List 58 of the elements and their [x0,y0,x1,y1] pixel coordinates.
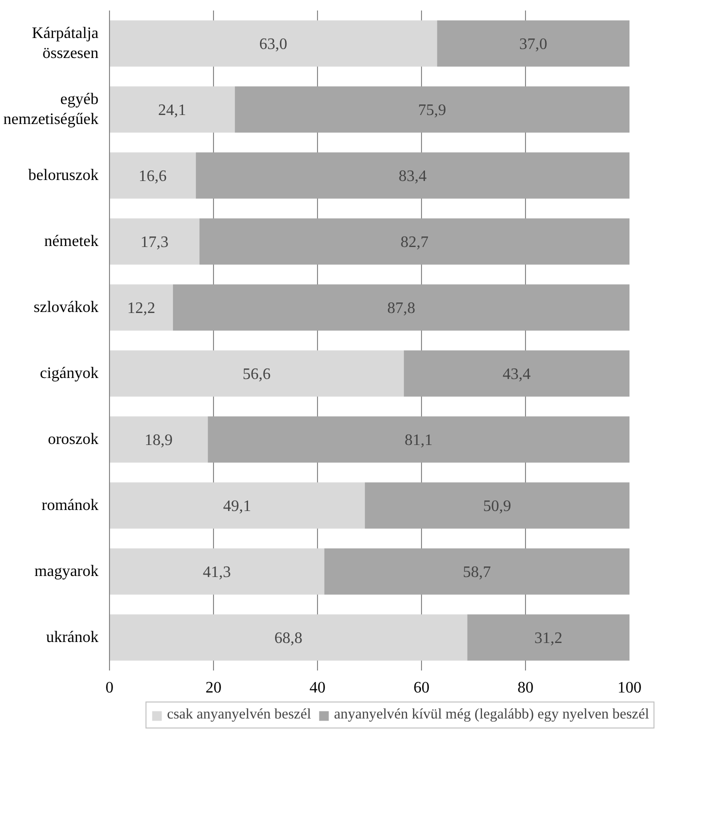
x-tick-label: 60 [414,680,430,696]
y-tick-label: románok [42,497,98,514]
bar [208,416,630,463]
data-label: 83,4 [398,168,427,185]
bar [234,86,630,133]
data-label: 18,9 [144,432,173,449]
data-label: 16,6 [138,168,167,185]
bar [110,20,438,67]
data-label: 56,6 [242,366,271,383]
bar [437,20,630,67]
x-tick-label: 100 [618,680,642,696]
x-tick-label: 40 [310,680,326,696]
bar [467,614,630,661]
bar [110,350,404,397]
bar [110,416,208,463]
data-label: 81,1 [404,432,433,449]
data-label: 24,1 [158,102,186,119]
data-label: 75,9 [418,102,446,119]
data-label: 31,2 [534,630,562,647]
bar [196,152,630,199]
y-tick-label: beloruszok [28,167,98,184]
x-tick-label: 0 [106,680,114,696]
y-tick-label: ukránok [46,629,99,646]
bar [172,284,630,331]
y-tick-label: németek [44,233,99,250]
bar [364,482,630,529]
legend-label: anyanyelvén kívül még (legalább) egy nyelven beszél [334,706,650,724]
bar [404,350,630,397]
data-label: 41,3 [202,564,231,581]
x-tick-label: 80 [518,680,534,696]
bar [324,548,630,595]
data-label: 43,4 [502,366,531,383]
data-label: 63,0 [259,36,288,53]
y-tick-label: magyarok [34,563,99,580]
data-label: 68,8 [274,630,302,647]
data-label: 49,1 [223,498,252,515]
data-label: 82,7 [400,234,428,251]
y-tick-label: Kárpátalja összesen [32,24,98,62]
bar [110,152,196,199]
x-tick-label: 20 [206,680,222,696]
data-label: 37,0 [519,36,548,53]
legend-label: csak anyanyelvén beszél [166,706,312,724]
y-tick-label: oroszok [48,431,98,448]
y-tick-label: egyéb nemzetiségűek [3,90,99,128]
bar [110,614,468,661]
y-tick-label: cigányok [40,365,99,382]
data-label: 12,2 [127,300,156,317]
data-label: 87,8 [387,300,416,317]
bar [199,218,630,265]
data-label: 58,7 [462,564,491,581]
bar [110,548,324,595]
data-label: 50,9 [483,498,512,515]
bar [110,86,235,133]
data-label: 17,3 [140,234,168,251]
y-tick-label: szlovákok [34,299,98,316]
bar [110,482,365,529]
bar [110,284,173,331]
bar [110,218,200,265]
